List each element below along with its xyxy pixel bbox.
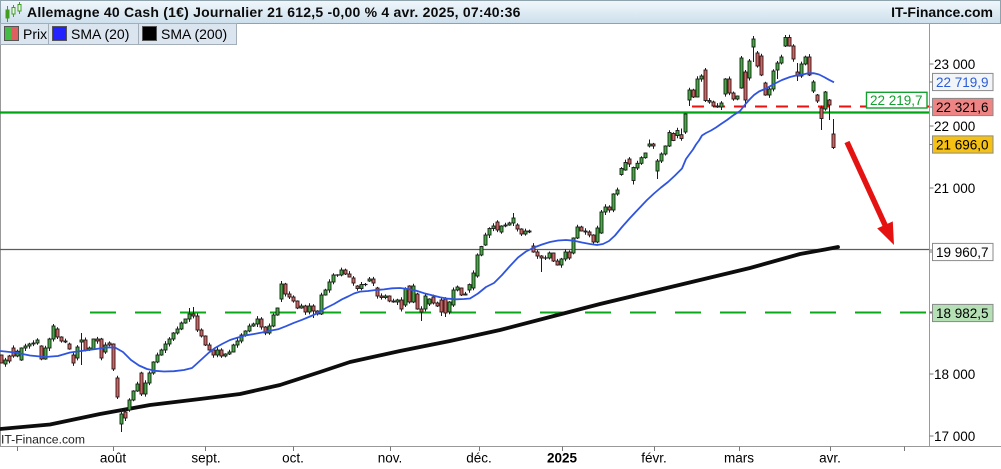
svg-text:oct.: oct. <box>282 451 304 466</box>
svg-text:2025: 2025 <box>547 451 578 466</box>
svg-text:21 000: 21 000 <box>934 181 975 196</box>
svg-text:févr.: févr. <box>641 451 667 466</box>
svg-text:IT-Finance.com: IT-Finance.com <box>1 433 85 447</box>
svg-text:18 000: 18 000 <box>934 367 975 382</box>
svg-text:août: août <box>100 451 127 466</box>
svg-text:17 000: 17 000 <box>934 429 975 444</box>
svg-text:avr.: avr. <box>819 451 841 466</box>
svg-text:22 219,7: 22 219,7 <box>870 93 923 108</box>
svg-text:21 696,0: 21 696,0 <box>936 137 989 152</box>
svg-text:mars: mars <box>724 451 754 466</box>
svg-text:22 719,9: 22 719,9 <box>936 75 989 90</box>
svg-text:déc.: déc. <box>466 451 492 466</box>
svg-text:nov.: nov. <box>378 451 403 466</box>
svg-text:22 321,6: 22 321,6 <box>936 100 989 115</box>
svg-text:23 000: 23 000 <box>934 57 975 72</box>
svg-text:sept.: sept. <box>191 451 220 466</box>
svg-text:18 982,5: 18 982,5 <box>936 306 989 321</box>
svg-text:22 000: 22 000 <box>934 119 975 134</box>
svg-text:19 960,7: 19 960,7 <box>936 245 989 260</box>
